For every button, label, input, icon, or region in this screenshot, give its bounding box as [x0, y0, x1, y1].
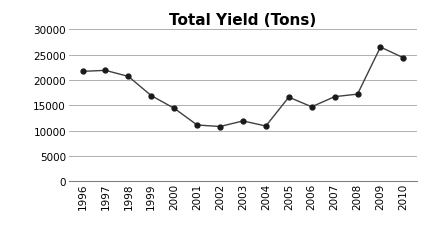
Title: Total Yield (Tons): Total Yield (Tons)	[169, 13, 316, 28]
